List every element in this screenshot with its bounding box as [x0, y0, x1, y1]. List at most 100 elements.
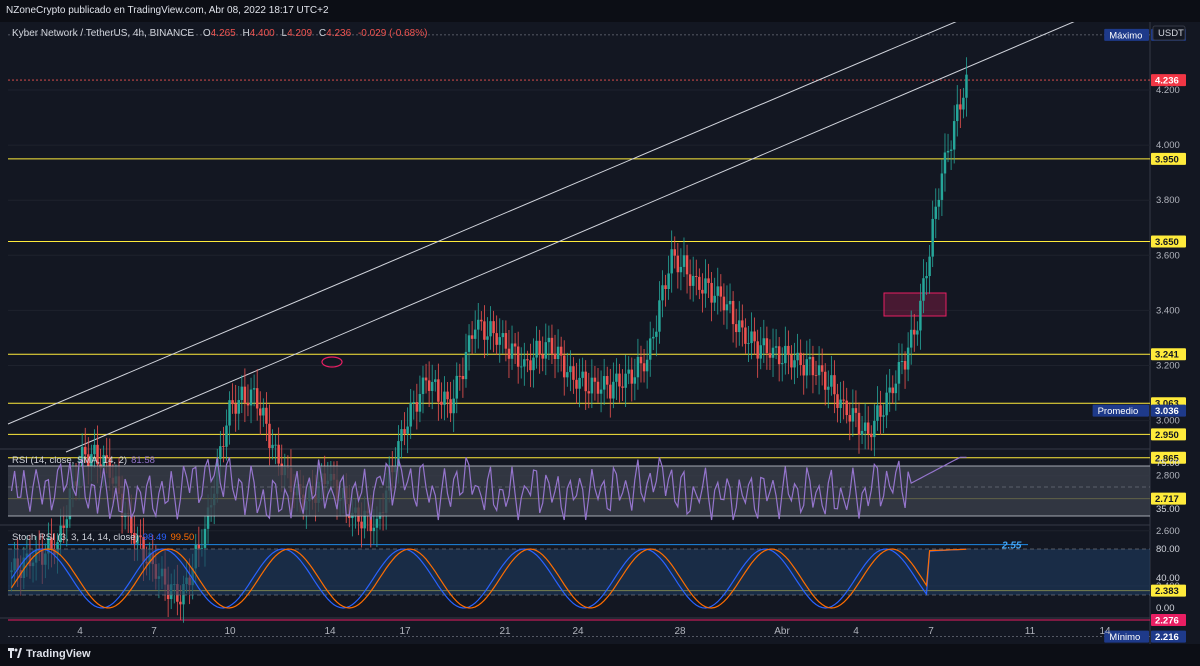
candle [458, 363, 462, 391]
candle [566, 352, 569, 387]
candle [615, 358, 618, 400]
candle [440, 382, 443, 419]
candle [609, 368, 612, 418]
time-label: Abr [774, 626, 790, 637]
svg-text:Promedio: Promedio [1098, 406, 1139, 417]
candle [249, 377, 253, 424]
candle [464, 333, 468, 388]
time-label: 14 [324, 626, 336, 637]
badge-avg: 3.036 Promedio [1092, 404, 1186, 417]
candle [827, 370, 830, 409]
candle [520, 347, 523, 379]
price-tick: 3.400 [1156, 305, 1180, 316]
symbol-legend: Kyber Network / TetherUS, 4h, BINANCE O4… [12, 28, 427, 39]
candle [621, 369, 624, 401]
candle [578, 358, 581, 408]
candle [501, 320, 505, 354]
candle [237, 385, 240, 430]
candle [532, 338, 535, 388]
candle [599, 370, 603, 413]
candle [59, 508, 62, 557]
candle [753, 317, 756, 355]
candle [734, 308, 738, 348]
candle [780, 347, 784, 382]
candle [857, 402, 861, 454]
candle [645, 340, 649, 389]
candle [956, 85, 959, 137]
candle [750, 312, 753, 360]
candle [765, 326, 769, 370]
candle [882, 404, 885, 434]
candle [562, 340, 566, 396]
candle [529, 343, 532, 388]
candle [510, 325, 514, 370]
top-bar: NZoneCrypto publicado en TradingView.com… [0, 0, 1200, 22]
candle [516, 331, 520, 384]
candle [526, 350, 529, 373]
candle [682, 237, 686, 277]
candle [630, 357, 634, 402]
candle [710, 271, 713, 322]
candle [489, 306, 492, 350]
candle [265, 392, 268, 442]
candle [624, 354, 627, 407]
candle [894, 370, 898, 411]
candle [863, 403, 867, 450]
candle [430, 364, 434, 410]
svg-text:3.063: 3.063 [1155, 399, 1179, 410]
candle [725, 285, 729, 330]
candle [722, 283, 726, 325]
time-label: 14 [1099, 626, 1111, 637]
candle [639, 345, 643, 383]
candle [922, 259, 925, 314]
candle [658, 281, 661, 344]
candle [679, 248, 683, 291]
candle [707, 263, 710, 299]
candle [885, 374, 888, 429]
stoch-tick-40: 40.00 [1156, 573, 1180, 584]
candle [593, 365, 597, 401]
candle [676, 242, 680, 289]
svg-text:3.650: 3.650 [1155, 237, 1179, 248]
candle [928, 245, 931, 294]
svg-text:2.865: 2.865 [1155, 453, 1179, 464]
stoch-k-line [10, 548, 967, 609]
stoch-rsi-panel: Stoch RSI (3, 3, 14, 14, close) 98.49 99.5… [8, 532, 1180, 614]
published-info: NZoneCrypto publicado en TradingView.com… [6, 5, 329, 16]
candle [234, 384, 237, 432]
time-label: 7 [928, 626, 934, 637]
candle [443, 376, 446, 421]
candle [704, 259, 707, 308]
candle [873, 404, 876, 457]
badge-level-2383: 2.383 [1151, 584, 1186, 597]
candle [965, 57, 968, 117]
candle [738, 301, 741, 346]
candle [633, 358, 637, 401]
candle [940, 159, 944, 216]
price-tick: 2.800 [1156, 471, 1180, 482]
candle [424, 363, 428, 394]
candle [636, 338, 640, 390]
tradingview-brand: TradingView [8, 648, 91, 660]
candle [695, 259, 698, 296]
candle [937, 188, 941, 220]
candle [455, 362, 458, 414]
candle [255, 369, 259, 421]
candle [259, 391, 262, 435]
candle [830, 355, 833, 396]
candle [569, 350, 572, 392]
candle [544, 323, 548, 376]
candle [262, 398, 265, 427]
candle [461, 357, 465, 398]
candle [556, 329, 560, 373]
candle [584, 360, 587, 410]
badge-level-3650: 3.650 [1151, 235, 1186, 248]
candle [541, 336, 544, 372]
candle [811, 345, 815, 394]
candle [449, 381, 452, 423]
candle [762, 319, 766, 363]
candle [876, 386, 879, 431]
chart-canvas[interactable]: 2.55 4.200 4.000 3.800 3.600 3.400 3.200 3.000… [0, 22, 1200, 644]
candle [787, 330, 790, 375]
ascending-channel [7, 22, 1075, 453]
